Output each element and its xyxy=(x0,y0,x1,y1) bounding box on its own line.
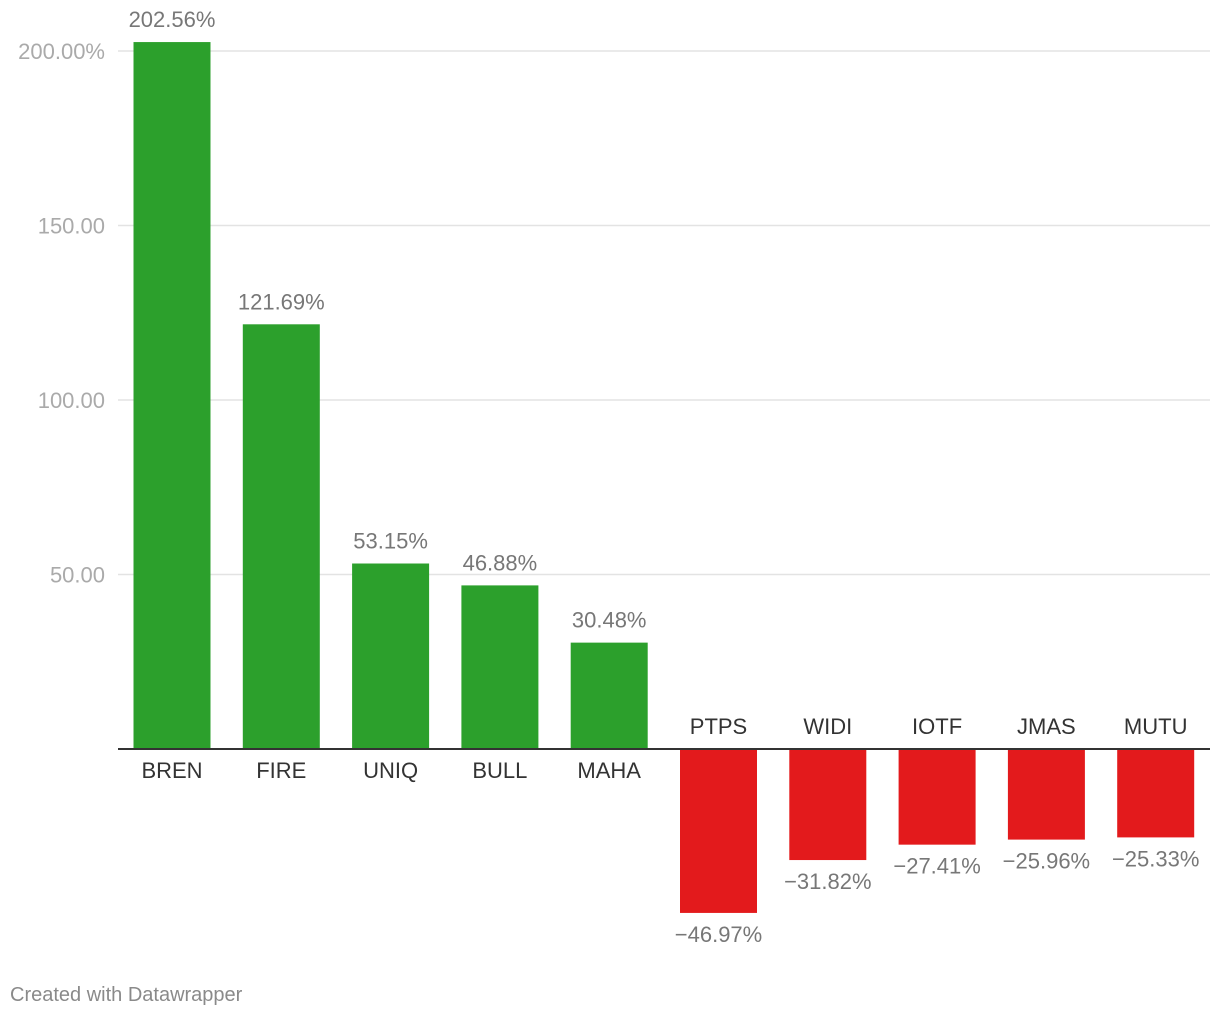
bar-jmas xyxy=(1007,749,1085,840)
category-label: UNIQ xyxy=(363,758,418,783)
bar-fire xyxy=(242,324,320,749)
bar-iotf xyxy=(898,749,976,845)
category-label: FIRE xyxy=(256,758,306,783)
labels: 50.00 100.00 150.00 200.00% BREN 202.56% FIRE 1… xyxy=(18,7,1199,947)
bars xyxy=(133,42,1195,913)
bar-ptps xyxy=(680,749,757,913)
value-label: −25.33% xyxy=(1112,846,1199,871)
category-label: WIDI xyxy=(803,714,852,739)
y-tick-label: 50.00 xyxy=(50,563,105,588)
value-label: −27.41% xyxy=(893,854,980,879)
y-tick-label: 150.00 xyxy=(38,214,105,239)
value-label: 46.88% xyxy=(463,550,538,575)
category-label: PTPS xyxy=(690,714,747,739)
y-tick-label: 200.00% xyxy=(18,39,105,64)
bar-bren xyxy=(133,42,211,749)
category-label: IOTF xyxy=(912,714,962,739)
bar-uniq xyxy=(352,563,430,749)
bar-maha xyxy=(570,642,648,749)
category-label: JMAS xyxy=(1017,714,1076,739)
y-tick-label: 100.00 xyxy=(38,388,105,413)
bar-widi xyxy=(789,749,867,861)
value-label: −46.97% xyxy=(675,922,762,947)
value-label: 30.48% xyxy=(572,608,647,633)
category-label: BULL xyxy=(472,758,527,783)
category-label: MAHA xyxy=(577,758,641,783)
value-label: 53.15% xyxy=(353,529,428,554)
value-label: −31.82% xyxy=(784,869,871,894)
value-label: 202.56% xyxy=(129,7,216,32)
category-label: BREN xyxy=(141,758,202,783)
bar-mutu xyxy=(1117,749,1195,838)
value-label: −25.96% xyxy=(1003,849,1090,874)
value-label: 121.69% xyxy=(238,289,325,314)
bar-bull xyxy=(461,585,539,749)
credit-text: Created with Datawrapper xyxy=(10,984,243,1006)
category-label: MUTU xyxy=(1124,714,1188,739)
